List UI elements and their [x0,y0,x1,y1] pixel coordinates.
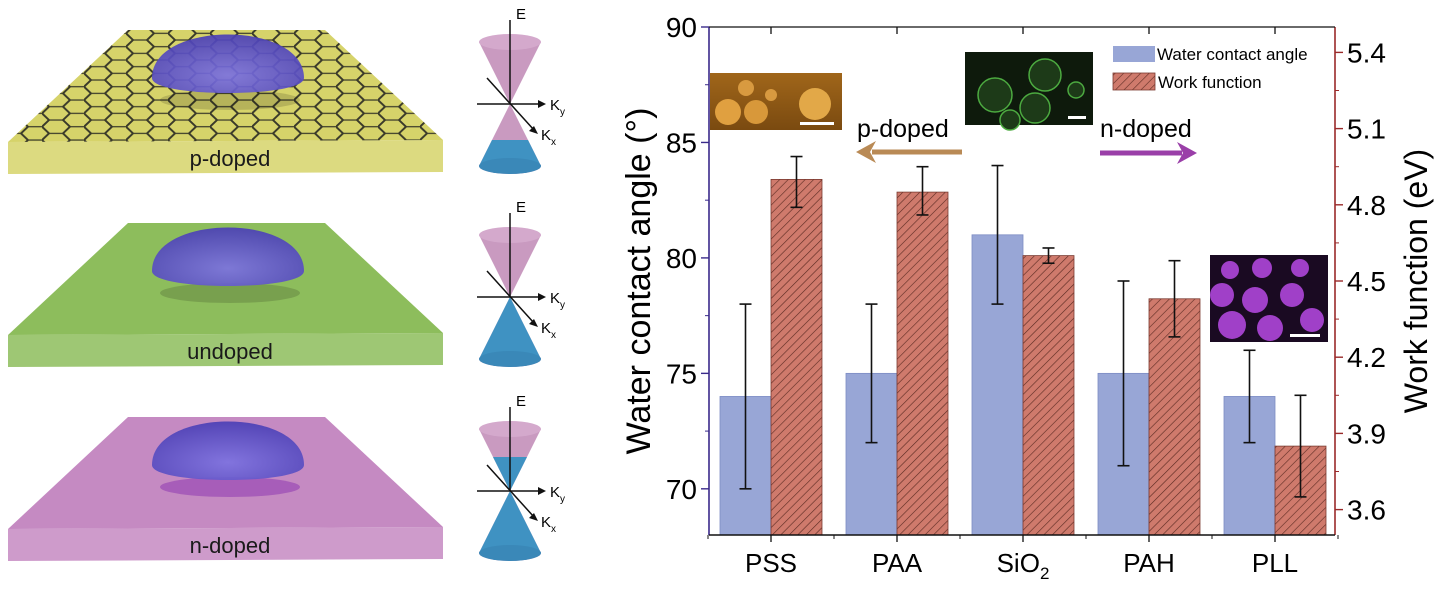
slab-front-face [8,527,443,561]
kx-subscript: x [551,330,556,341]
microscopy-insets [710,52,1328,342]
error-bar [1243,349,1256,444]
panel-label: p-doped [190,146,271,171]
lower-filled-base [479,158,541,174]
bar-work-function-PAH [1148,298,1201,536]
error-bar [1042,247,1055,265]
droplet-shadow [160,283,300,303]
y-tick-label: 75 [666,358,697,389]
error-bar [1294,394,1307,498]
inset-image-pll [1210,255,1328,342]
filled-states [479,297,541,367]
x-tick-label: SiO2 [997,548,1050,583]
p-doped-arrow [856,141,962,163]
error-bar [739,303,752,490]
inset-image-pss [710,73,842,130]
error-bar [1117,280,1130,467]
kx-arrowhead [529,513,538,521]
n-doped-label: n-doped [1100,115,1192,143]
y-right-axis-title: Work function (eV) [1398,149,1434,413]
filled-states [479,140,541,174]
kx-arrowhead [529,319,538,327]
y-right-tick-label: 3.6 [1347,495,1386,526]
kx-axis [486,77,535,131]
filled-states-inner [479,297,541,367]
panel-label: n-doped [190,533,271,558]
water-droplet [152,227,304,286]
y-axis-title: Water contact angle (°) [620,108,658,455]
slab-front-face [8,140,443,174]
n-doped-arrow [1100,142,1197,164]
ky-subscript: y [560,107,565,118]
inset-image-sio2 [965,52,1093,131]
y-tick-label: 70 [666,474,697,505]
kx-axis [486,270,535,324]
legend-swatch-work-function [1112,72,1156,91]
lower-filled [479,491,541,553]
x-tick-label: PLL [1252,548,1298,578]
ky-arrowhead [538,487,546,495]
y-right-tick-label: 4.2 [1347,342,1386,373]
water-droplet [152,34,304,93]
bar-work-function-SiO [1022,255,1075,536]
energy-label: E [516,6,526,23]
lower-filled-base [479,545,541,561]
error-bar [790,155,803,209]
legend-swatch-water-contact-angle [1113,46,1155,62]
x-tick-label: PAH [1123,548,1175,578]
droplet-shadow [160,90,300,110]
legend-label-water-contact-angle: Water contact angle [1157,45,1308,64]
filled-states-inner [479,140,541,174]
kx-axis [486,464,535,518]
water-droplet [152,421,304,480]
p-doped-label: p-doped [857,115,949,143]
ky-subscript: y [560,300,565,311]
kx-subscript: x [551,137,556,148]
x-tick-label: PAA [872,548,923,578]
ky-arrowhead [538,100,546,108]
panel-label: undoped [187,339,273,364]
y-tick-label: 90 [666,12,697,43]
energy-label: E [516,393,526,410]
y-tick-label: 80 [666,243,697,274]
y-right-tick-label: 5.1 [1347,114,1386,145]
y-right-tick-label: 4.8 [1347,190,1386,221]
error-bar [991,164,1004,305]
doping-annotations: p-doped n-doped [856,115,1197,164]
ky-arrowhead [538,293,546,301]
error-bar [1168,259,1181,338]
lower-filled [479,297,541,359]
y-right-tick-label: 3.9 [1347,418,1386,449]
y-tick-label: 85 [666,127,697,158]
droplet-shadow [160,477,300,497]
slab-front-face [8,333,443,367]
bar-work-function-PSS [770,178,823,536]
error-bar [916,165,929,216]
bar-work-function-PAA [896,191,949,536]
kx-subscript: x [551,524,556,535]
lower-filled-base [479,351,541,367]
x-tick-label: PSS [745,548,797,578]
legend: Water contact angle Work function [1112,45,1308,92]
y-right-tick-label: 5.4 [1347,37,1386,68]
y-right-tick-label: 4.5 [1347,266,1386,297]
ky-subscript: y [560,494,565,505]
energy-label: E [516,199,526,216]
error-bar [865,303,878,444]
kx-arrowhead [529,126,538,134]
legend-label-work-function: Work function [1158,73,1262,92]
x-tick-subscript: 2 [1040,564,1049,583]
